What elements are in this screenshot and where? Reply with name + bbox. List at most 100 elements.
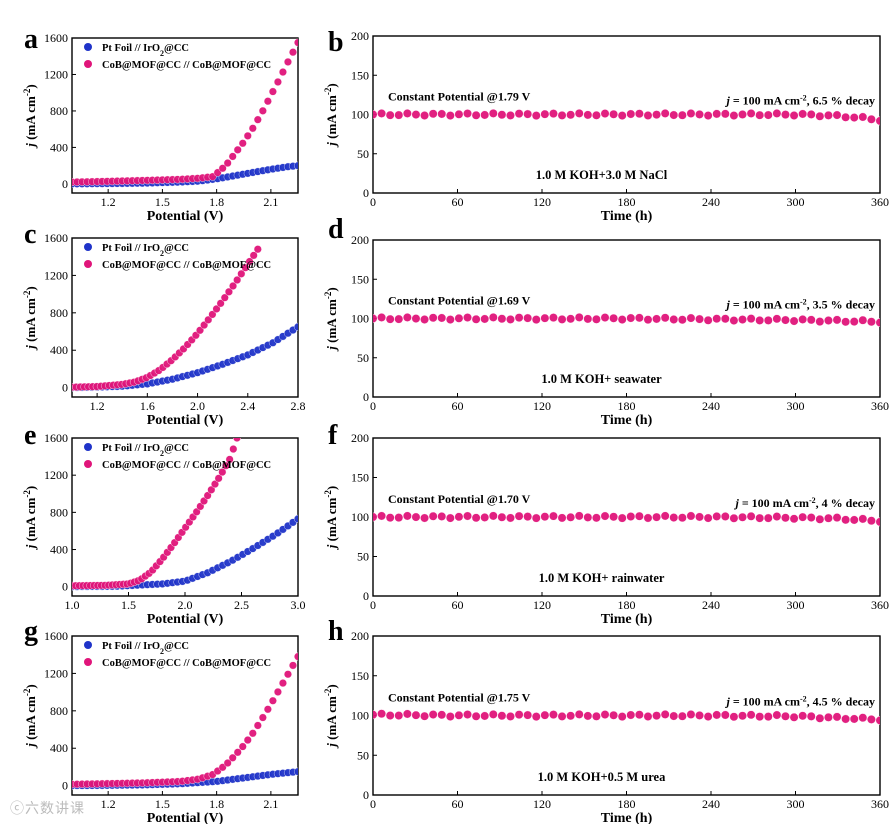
stability-series bbox=[373, 313, 880, 327]
data-point bbox=[294, 161, 298, 170]
y-tick-label: 50 bbox=[357, 550, 369, 564]
data-point bbox=[549, 710, 558, 720]
data-point bbox=[875, 716, 880, 725]
x-tick-label: 180 bbox=[618, 598, 636, 612]
data-point bbox=[540, 710, 550, 720]
data-point bbox=[798, 109, 808, 119]
data-point bbox=[755, 110, 765, 120]
y-axis-label: j (mA cm-2) bbox=[323, 83, 339, 147]
data-point bbox=[377, 313, 386, 322]
data-point bbox=[506, 111, 515, 120]
data-point bbox=[660, 511, 670, 521]
data-point bbox=[394, 314, 404, 324]
data-point bbox=[471, 314, 481, 324]
data-point bbox=[294, 322, 298, 331]
data-point bbox=[686, 710, 696, 719]
x-tick-label: 120 bbox=[533, 797, 551, 811]
data-point bbox=[669, 315, 679, 324]
panel-e: e 0 400 800 1200 1600 1.0 1.5 2.0 2.5 3.0 Potential… bbox=[22, 420, 306, 627]
data-point bbox=[229, 445, 238, 454]
panel-b: b 0 50 100 150 200 0 60 120 180 240 300 360 Time (h) j… bbox=[323, 27, 889, 224]
data-point bbox=[566, 512, 576, 522]
data-point bbox=[454, 512, 464, 522]
data-point bbox=[237, 269, 246, 278]
y-axis-label: j (mA cm-2) bbox=[323, 486, 339, 550]
x-tick-label: 1.2 bbox=[101, 195, 116, 209]
data-point bbox=[798, 512, 808, 522]
data-point bbox=[858, 514, 868, 524]
data-point bbox=[223, 159, 232, 168]
data-point bbox=[806, 110, 816, 119]
data-point bbox=[746, 511, 756, 521]
data-point bbox=[592, 110, 601, 120]
data-point bbox=[497, 711, 507, 721]
data-point bbox=[437, 109, 447, 119]
data-point bbox=[540, 512, 550, 522]
data-point bbox=[471, 711, 481, 721]
plot-frame bbox=[71, 237, 299, 398]
x-tick-label: 60 bbox=[452, 598, 464, 612]
data-point bbox=[626, 109, 636, 119]
y-tick-label: 0 bbox=[62, 177, 68, 191]
y-tick-label: 1600 bbox=[44, 231, 68, 245]
data-point bbox=[695, 512, 704, 522]
data-point bbox=[686, 109, 696, 118]
data-point bbox=[643, 111, 653, 120]
data-point bbox=[652, 110, 661, 120]
data-point bbox=[463, 710, 472, 719]
decay-annotation: j = 100 mA cm-2, 4 % decay bbox=[733, 496, 875, 511]
x-tick-label: 240 bbox=[702, 399, 720, 413]
data-point bbox=[238, 139, 247, 148]
data-point bbox=[583, 711, 593, 721]
data-point bbox=[643, 712, 653, 721]
data-point bbox=[488, 109, 498, 118]
data-point bbox=[531, 111, 541, 120]
data-point bbox=[248, 124, 257, 133]
legend-marker bbox=[84, 443, 92, 451]
data-point bbox=[196, 326, 205, 335]
electrolyte-label: 1.0 M KOH+ rainwater bbox=[539, 571, 665, 585]
data-point bbox=[402, 511, 412, 521]
data-point bbox=[574, 709, 584, 719]
data-point bbox=[720, 109, 730, 119]
data-point bbox=[617, 111, 627, 120]
data-point bbox=[249, 251, 258, 260]
data-point bbox=[729, 513, 739, 523]
data-point bbox=[549, 511, 558, 521]
x-tick-label: 360 bbox=[871, 598, 889, 612]
data-point bbox=[480, 513, 490, 522]
data-point bbox=[221, 461, 230, 470]
x-tick-label: 0 bbox=[370, 195, 376, 209]
data-point bbox=[626, 313, 636, 323]
data-point bbox=[557, 513, 567, 523]
data-point bbox=[574, 511, 584, 521]
x-tick-label: 60 bbox=[452, 399, 464, 413]
y-tick-label: 400 bbox=[50, 543, 68, 557]
y-tick-label: 200 bbox=[351, 431, 369, 445]
data-point bbox=[373, 512, 378, 522]
data-point bbox=[574, 313, 584, 322]
data-point bbox=[523, 710, 533, 720]
data-point bbox=[463, 511, 472, 521]
data-point bbox=[243, 736, 252, 745]
data-point bbox=[763, 110, 773, 120]
data-point bbox=[480, 314, 490, 324]
data-point bbox=[463, 313, 472, 322]
y-axis-label: j (mA cm-2) bbox=[22, 84, 38, 148]
x-tick-label: 60 bbox=[452, 195, 464, 209]
y-axis-label: j (mA cm-2) bbox=[323, 684, 339, 748]
data-point bbox=[738, 110, 747, 119]
stability-series bbox=[373, 511, 880, 527]
data-point bbox=[549, 313, 558, 323]
data-point bbox=[643, 513, 653, 523]
data-point bbox=[402, 109, 412, 118]
x-tick-label: 180 bbox=[618, 195, 636, 209]
data-point bbox=[849, 113, 859, 122]
data-point bbox=[746, 314, 756, 324]
data-point bbox=[592, 711, 601, 721]
x-tick-label: 2.1 bbox=[263, 797, 278, 811]
data-point bbox=[695, 711, 704, 720]
legend-label: Pt Foil // IrO2@CC bbox=[102, 43, 189, 58]
x-tick-label: 240 bbox=[702, 598, 720, 612]
data-point bbox=[283, 57, 292, 66]
